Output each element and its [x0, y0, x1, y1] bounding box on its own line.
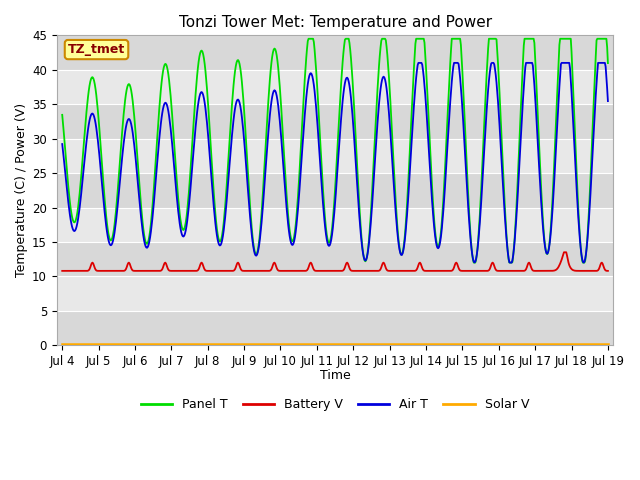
Bar [57, 311, 613, 345]
Bar [57, 104, 613, 139]
Bar [57, 242, 613, 276]
Bar [57, 173, 613, 207]
Y-axis label: Temperature (C) / Power (V): Temperature (C) / Power (V) [15, 103, 28, 277]
Text: TZ_tmet: TZ_tmet [68, 43, 125, 56]
Bar [57, 70, 613, 104]
Legend: Panel T, Battery V, Air T, Solar V: Panel T, Battery V, Air T, Solar V [136, 394, 534, 417]
Title: Tonzi Tower Met: Temperature and Power: Tonzi Tower Met: Temperature and Power [179, 15, 492, 30]
Bar [57, 36, 613, 70]
X-axis label: Time: Time [320, 370, 351, 383]
Bar [57, 207, 613, 242]
Bar [57, 139, 613, 173]
Bar [57, 276, 613, 311]
